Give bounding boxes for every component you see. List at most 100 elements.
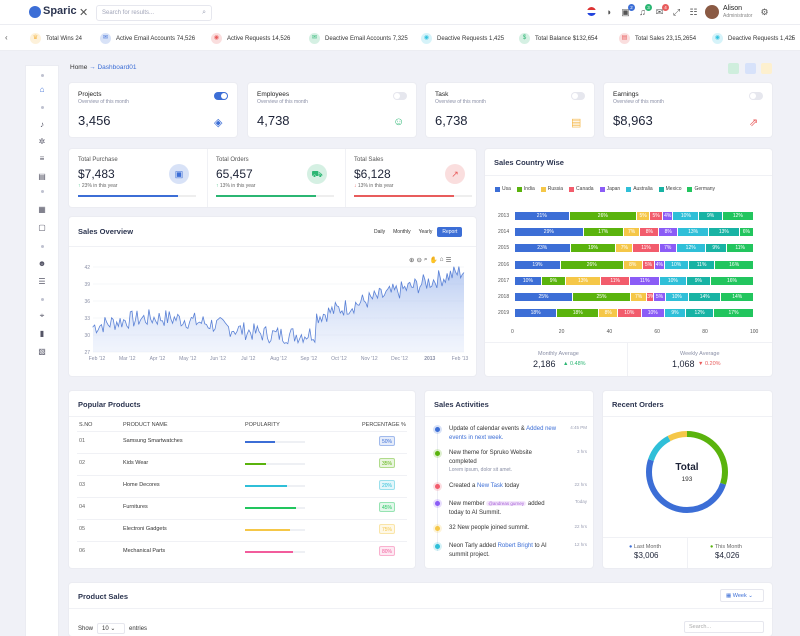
card-subtitle: Overview of this month xyxy=(613,99,664,105)
users-icon: ☺ xyxy=(393,116,405,128)
trend-icon: ↗ xyxy=(445,164,465,184)
donut-center-value: 193 xyxy=(681,476,693,483)
yellow-action-button[interactable] xyxy=(761,63,772,74)
bar-segment: 11% xyxy=(630,276,660,285)
x-tick-label: Nov '12 xyxy=(361,356,378,362)
home-reset-icon[interactable]: ⌂ xyxy=(439,256,444,263)
bar-segment: 13% xyxy=(708,228,740,237)
close-sidebar-icon[interactable]: ✕ xyxy=(79,7,89,19)
report-button[interactable]: Report xyxy=(437,227,463,237)
strip-stat-item: ▤ Total Sales 23,15,2654 xyxy=(619,33,696,44)
list-icon[interactable]: ☰ xyxy=(38,277,46,286)
yearly-button[interactable]: Yearly xyxy=(418,229,433,235)
mini-stat-value: 65,457 xyxy=(216,167,253,181)
strip-stat-item: ♛ Total Wins 24 xyxy=(30,33,82,44)
music-icon[interactable]: ♪ xyxy=(40,120,44,129)
product-name: Kids Wear xyxy=(123,460,149,466)
chart-icon[interactable]: ▮ xyxy=(39,329,45,338)
table-search-input[interactable]: Search... xyxy=(684,621,764,633)
sales-activities-card: Sales Activities Update of calendar even… xyxy=(425,391,593,568)
entries-select[interactable]: 10 ⌄ xyxy=(97,623,126,634)
activity-link[interactable]: New Task xyxy=(477,483,503,489)
robot-icon[interactable]: ☻ xyxy=(37,259,47,268)
strip-prev-icon[interactable]: ‹ xyxy=(5,33,8,42)
activity-text: New member @andreas gurney added today t… xyxy=(449,501,545,516)
bar-segment: 10% xyxy=(673,212,700,220)
message-icon[interactable]: ✉ 4 xyxy=(654,4,669,18)
col-sno: S.NO xyxy=(79,422,93,428)
cart-icon[interactable]: ▣ 2 xyxy=(620,4,635,18)
cart-icon: ▤ xyxy=(619,33,630,44)
divider xyxy=(687,537,688,568)
request-icon: ◉ xyxy=(712,33,723,44)
stacked-bar: 19% 26% 8% 5% 4% 10% 11% 16% xyxy=(515,260,754,269)
activity-link[interactable]: Robert Bright xyxy=(497,543,533,549)
stacked-bar: 23% 19% 7% 11% 7% 12% 9% 11% xyxy=(515,244,754,253)
card-toggle[interactable] xyxy=(393,92,407,100)
activity-text: Update of calendar events & Added new ev… xyxy=(449,426,557,441)
row-number: 01 xyxy=(79,438,86,444)
y-tick-label: 30 xyxy=(84,333,90,339)
database-icon[interactable]: ≡ xyxy=(39,154,45,163)
strip-next-icon[interactable]: › xyxy=(791,33,794,42)
legend-swatch xyxy=(569,186,575,192)
flag-icon[interactable] xyxy=(586,7,597,18)
bar-segment: 10% xyxy=(664,260,689,269)
monthly-average-change: ▲ 0.48% xyxy=(563,361,586,367)
map-pin-icon[interactable]: ⌖ xyxy=(39,311,45,320)
monthly-button[interactable]: Monthly xyxy=(393,229,411,235)
activity-link[interactable]: @andreas gurney xyxy=(486,501,527,506)
activity-text: 32 New people joined summit. xyxy=(449,525,530,531)
bell-icon[interactable]: ♫ 3 xyxy=(637,4,652,18)
briefcase-icon: ▣ xyxy=(169,164,189,184)
lock-icon[interactable]: ▢ xyxy=(38,223,46,232)
fullscreen-icon[interactable]: ⤢ xyxy=(672,7,681,17)
card-toggle[interactable] xyxy=(749,92,763,100)
bar-segment: 13% xyxy=(678,228,709,237)
daily-button[interactable]: Daily xyxy=(374,229,386,235)
bar-segment: 3% xyxy=(647,293,655,301)
settings-icon[interactable]: ⚙ xyxy=(760,7,769,17)
strip-stat-item: ◉ Deactive Requests 1,425 xyxy=(712,33,795,44)
product-name: Furnitures xyxy=(123,504,148,510)
magnify-icon[interactable]: ⌕ xyxy=(423,256,428,263)
x-tick-label: Dec '12 xyxy=(391,356,408,362)
zoom-in-icon[interactable]: ⊕ xyxy=(409,257,415,264)
card-toggle[interactable] xyxy=(571,92,585,100)
image-icon[interactable]: ▧ xyxy=(38,347,46,356)
activity-link[interactable]: Added new events in next week. xyxy=(449,426,557,441)
moon-icon[interactable]: ◑ xyxy=(605,7,612,17)
percentage-badge: 80% xyxy=(379,546,395,556)
activity-time: Today xyxy=(574,499,587,504)
avatar[interactable] xyxy=(705,5,719,19)
card-toggle[interactable] xyxy=(214,92,228,100)
bar-segment: 11% xyxy=(600,276,631,285)
bar-segment: 16% xyxy=(710,276,754,285)
percentage-badge: 50% xyxy=(379,436,395,446)
home-icon[interactable]: ⌂ xyxy=(39,85,45,94)
blue-action-button[interactable] xyxy=(745,63,756,74)
x-tick-label: Mar '12 xyxy=(119,356,136,362)
bar-segment: 11% xyxy=(727,244,754,253)
calendar-icon[interactable]: ▦ xyxy=(38,205,46,214)
sidebar-divider xyxy=(41,74,44,77)
this-month-value: $4,026 xyxy=(715,551,740,560)
stacked-bar: 18% 18% 8% 10% 10% 9% 12% 17% xyxy=(515,309,754,318)
grid-icon[interactable]: ☷ xyxy=(689,7,698,17)
card-title: Projects xyxy=(78,91,102,98)
gear-icon[interactable]: ✲ xyxy=(38,137,46,146)
green-action-button[interactable] xyxy=(728,63,739,74)
stacked-bar: 21% 26% 5% 5% 4% 10% 9% 12% xyxy=(515,212,754,220)
sidebar: ⌂ ♪ ✲ ≡ ▤ ▦ ▢ ☻ ☰ ⌖ ▮ ▧ xyxy=(26,66,58,636)
bar-segment: 4% xyxy=(663,212,674,220)
breadcrumb-home[interactable]: Home xyxy=(70,64,88,71)
week-filter-dropdown[interactable]: ▦ Week ⌄ xyxy=(720,589,764,602)
activity-text: Neon Tarly added Robert Bright to AI sum… xyxy=(449,543,547,558)
pan-icon[interactable]: ✋ xyxy=(429,257,438,264)
zoom-out-icon[interactable]: ⊖ xyxy=(416,257,422,264)
search-input[interactable]: Search for results... ⌕ xyxy=(96,5,212,21)
document-icon[interactable]: ▤ xyxy=(38,172,46,181)
menu-icon[interactable]: ☰ xyxy=(445,257,452,264)
monthly-average-label: Monthly Average xyxy=(538,351,579,357)
